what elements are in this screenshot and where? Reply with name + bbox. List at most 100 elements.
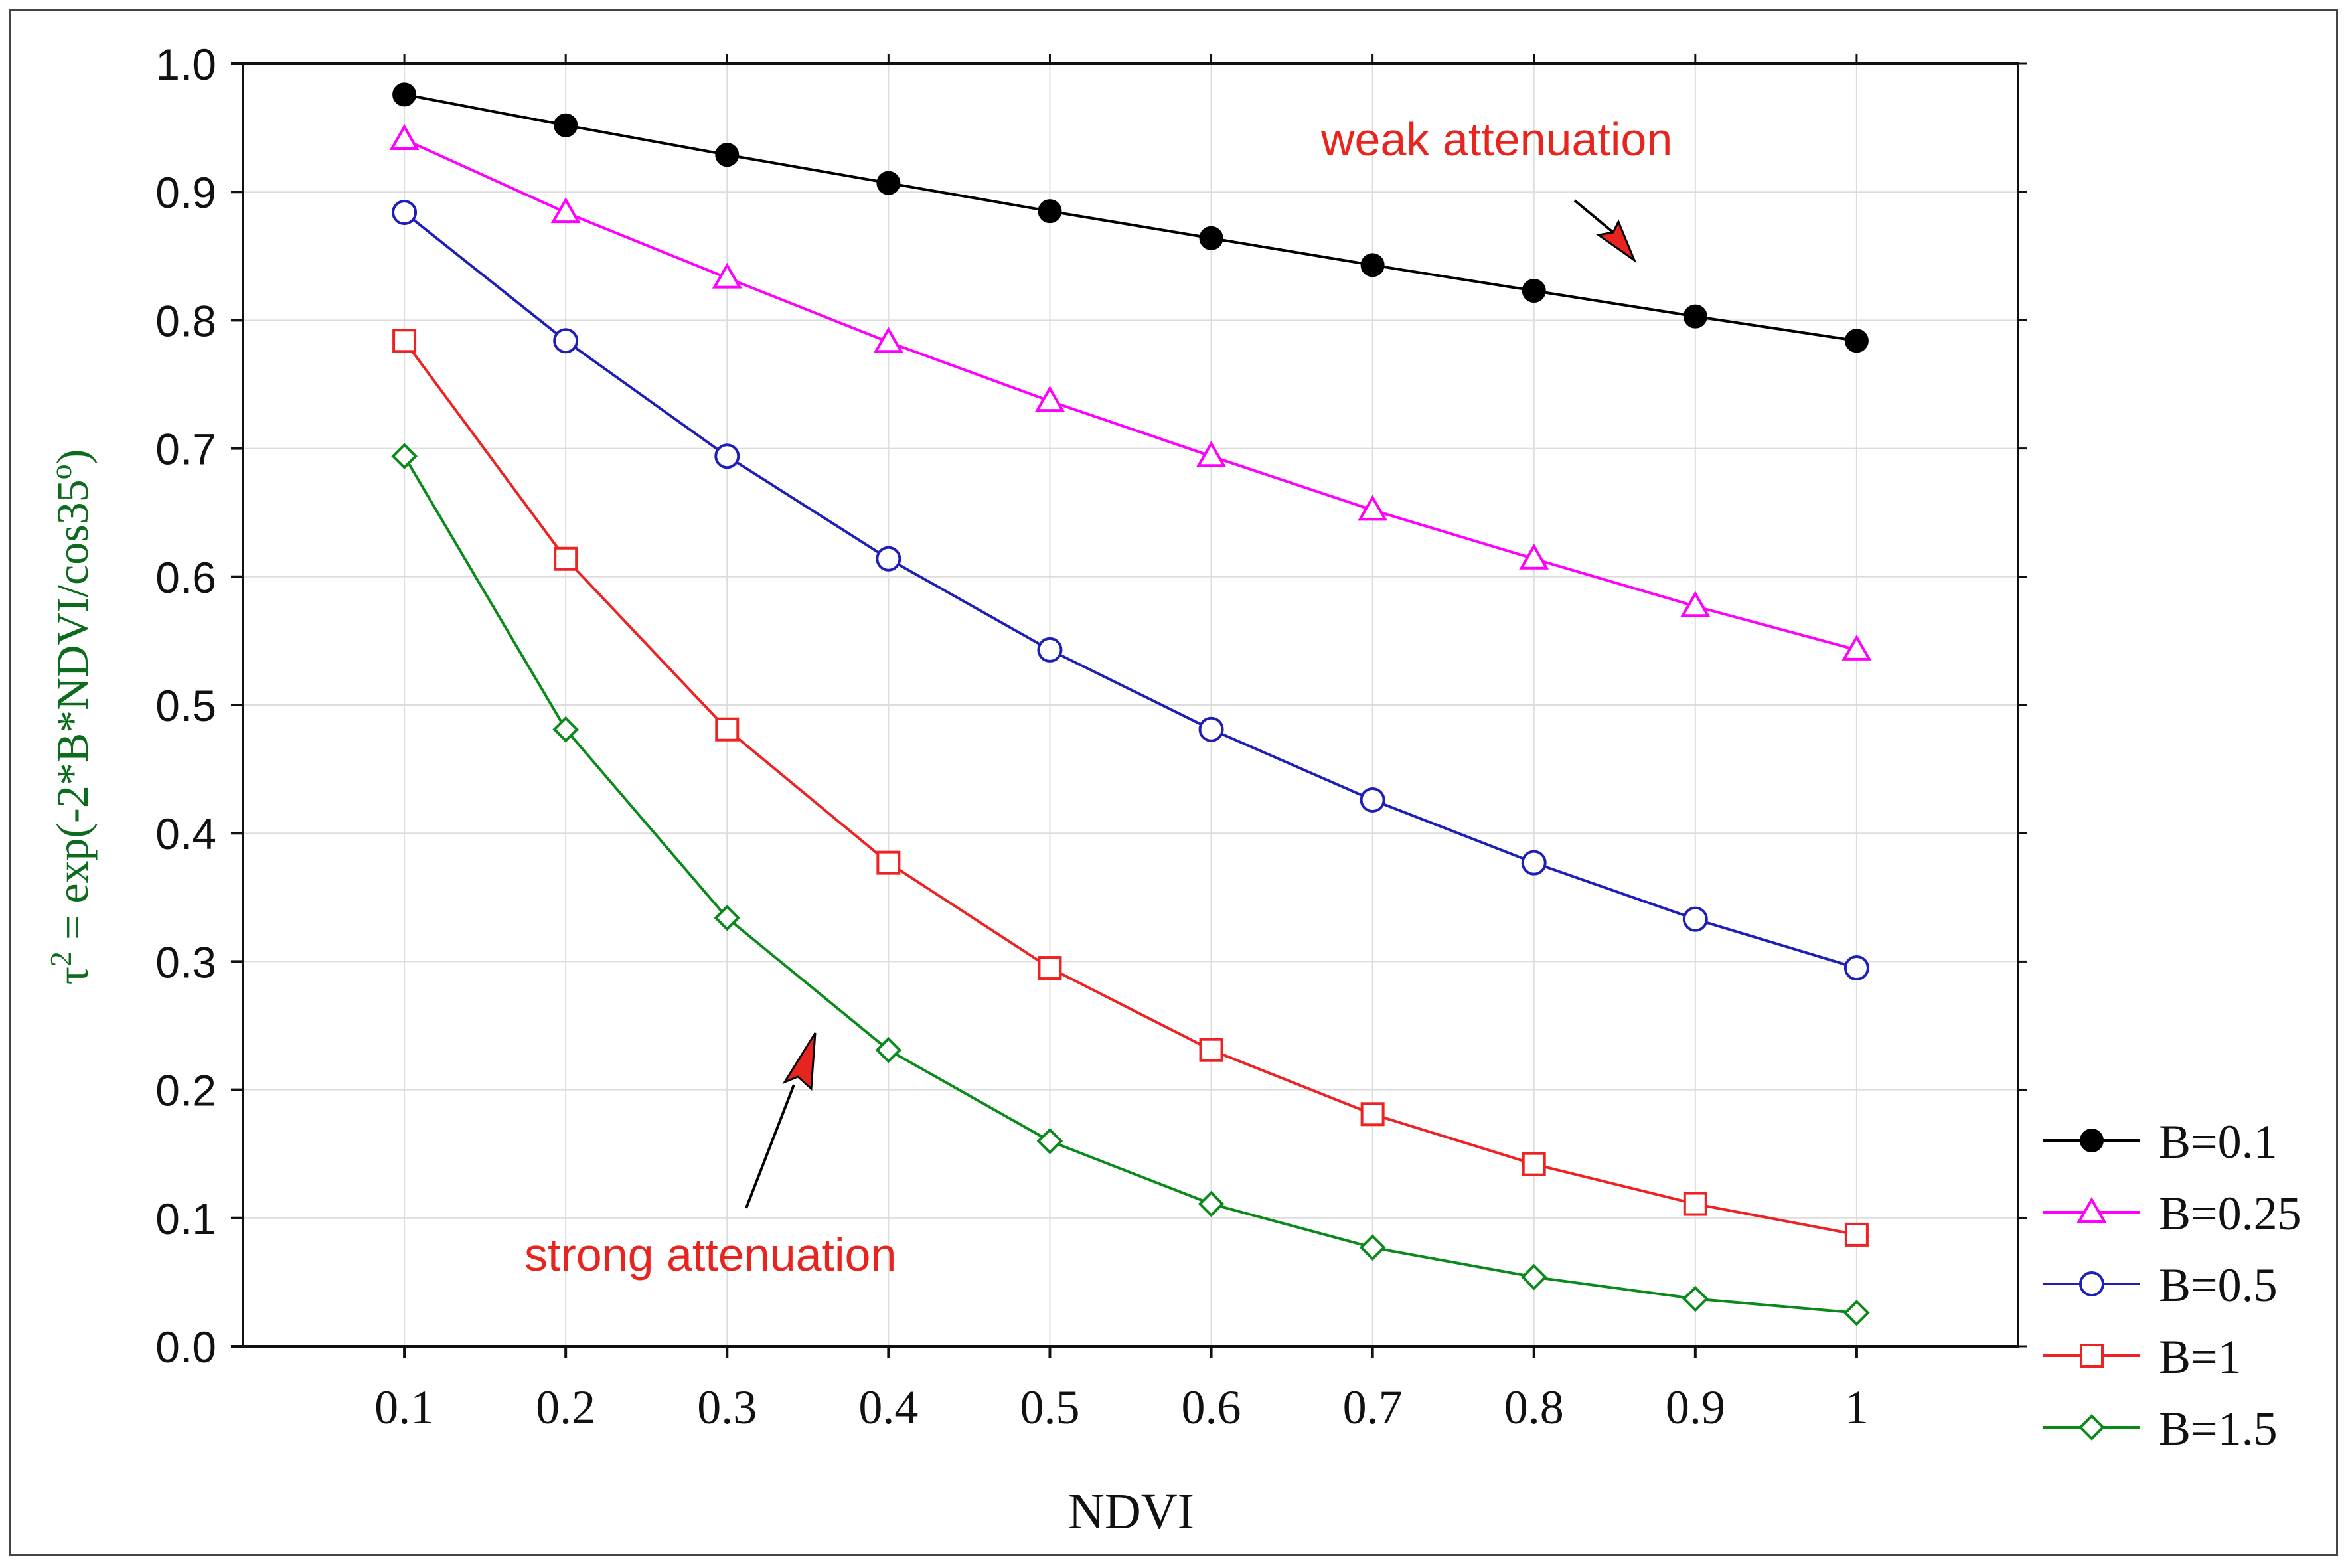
data-point — [1522, 278, 1546, 303]
data-point — [715, 143, 740, 167]
weak-attenuation-annotation: weak attenuation — [1320, 114, 1672, 264]
data-point — [1522, 1152, 1546, 1176]
data-point — [1841, 634, 1872, 661]
data-point — [554, 546, 578, 571]
y-tick-label: 0.1 — [155, 1194, 216, 1243]
data-point — [1038, 956, 1062, 980]
data-point — [1520, 1263, 1547, 1291]
y-tick-label: 0.8 — [155, 296, 216, 345]
y-tick-label: 0.0 — [155, 1322, 216, 1372]
legend: B=0.1 B=0.25 B=0.5 B=1 B=1.5 — [2043, 1115, 2302, 1455]
y-tick-label: 0.6 — [155, 553, 216, 602]
data-point — [714, 904, 741, 931]
data-point — [1521, 850, 1547, 876]
data-point — [1683, 304, 1707, 329]
legend-marker — [2080, 1344, 2104, 1368]
data-point — [392, 82, 417, 107]
data-point — [392, 200, 418, 226]
series-B=1 — [392, 329, 1869, 1247]
y-tick-label: 0.7 — [155, 425, 216, 474]
x-tick-label: 0.6 — [1182, 1381, 1241, 1434]
data-point — [1198, 1190, 1225, 1217]
strong-attenuation-annotation: strong attenuation — [524, 1032, 896, 1281]
data-point — [1198, 716, 1224, 742]
x-axis-ticks: 0.1 0.2 0.3 0.4 0.5 0.6 0.7 0.8 0.9 1 — [374, 54, 1869, 1434]
y-label-exponent: 2 — [44, 951, 78, 967]
legend-item: B=0.1 — [2043, 1115, 2278, 1168]
data-point — [1682, 906, 1708, 932]
strong-attenuation-label: strong attenuation — [524, 1229, 896, 1281]
data-point — [876, 546, 901, 572]
y-tick-label: 1.0 — [155, 40, 216, 89]
data-point — [554, 113, 578, 137]
legend-label: B=1.5 — [2159, 1402, 2278, 1455]
data-point — [1843, 1299, 1870, 1326]
data-point — [1680, 591, 1711, 617]
legend-marker — [2080, 1129, 2104, 1152]
data-point — [1844, 329, 1869, 353]
data-point — [1038, 199, 1062, 224]
data-point — [389, 123, 420, 150]
data-point — [715, 717, 740, 742]
strong-attenuation-arrow — [745, 1032, 817, 1209]
series-B=0.25 — [389, 123, 1872, 661]
data-point — [1199, 226, 1223, 250]
legend-marker — [2078, 1414, 2105, 1441]
legend-label: B=1 — [2159, 1330, 2242, 1383]
data-point — [1360, 253, 1385, 277]
legend-item: B=1.5 — [2043, 1402, 2278, 1455]
data-point — [1843, 955, 1869, 981]
series-line — [404, 138, 1857, 651]
legend-item: B=0.25 — [2043, 1187, 2302, 1240]
data-point — [1683, 1192, 1707, 1216]
x-tick-label: 0.4 — [858, 1381, 918, 1434]
data-point — [550, 197, 581, 224]
data-point — [552, 716, 580, 743]
grid-lines — [243, 63, 2018, 1347]
data-point — [873, 327, 903, 353]
x-tick-label: 0.8 — [1504, 1381, 1564, 1434]
data-point — [1199, 1038, 1223, 1062]
x-tick-label: 0.1 — [374, 1381, 434, 1434]
data-point — [876, 171, 901, 195]
legend-label: B=0.1 — [2159, 1115, 2278, 1168]
y-label-tau: τ — [47, 967, 98, 984]
series-line — [403, 340, 1857, 1236]
y-tick-label: 0.9 — [155, 168, 216, 217]
legend-marker — [2079, 1271, 2104, 1296]
series-B=1.5 — [391, 443, 1870, 1326]
data-point — [1034, 386, 1065, 412]
data-point — [391, 443, 418, 470]
data-point — [712, 262, 742, 289]
data-point — [876, 850, 901, 875]
data-point — [1196, 441, 1227, 467]
data-point — [1682, 1285, 1709, 1312]
x-tick-label: 0.9 — [1666, 1381, 1725, 1434]
x-tick-label: 0.5 — [1020, 1381, 1079, 1434]
x-tick-label: 1 — [1845, 1381, 1869, 1434]
y-label-formula: = exp(-2*B*NDVI/cos35 — [47, 479, 98, 951]
data-point — [1360, 787, 1385, 813]
legend-marker — [2076, 1196, 2107, 1223]
y-axis-ticks: 0.0 0.1 0.2 0.3 0.4 0.5 0.6 0.7 0.8 0.9 1.0 — [155, 40, 2027, 1372]
y-tick-label: 0.4 — [155, 809, 216, 858]
series-line — [403, 455, 1857, 1314]
data-point — [1036, 1128, 1063, 1154]
series-layer — [389, 82, 1872, 1326]
y-tick-label: 0.5 — [155, 681, 216, 730]
x-tick-label: 0.2 — [536, 1381, 595, 1434]
data-point — [875, 1036, 902, 1063]
x-axis-label: NDVI — [1068, 1484, 1194, 1539]
y-axis-label: τ2 = exp(-2*B*NDVI/cos35o) — [44, 449, 98, 985]
legend-label: B=0.25 — [2159, 1187, 2302, 1240]
series-line — [403, 211, 1857, 969]
data-point — [1360, 1102, 1385, 1127]
series-B=0.1 — [392, 82, 1869, 353]
y-label-degree: o — [44, 464, 78, 479]
data-point — [1519, 543, 1549, 570]
weak-attenuation-label: weak attenuation — [1320, 114, 1672, 165]
data-point — [1358, 495, 1388, 521]
series-line — [404, 93, 1857, 343]
y-tick-label: 0.2 — [155, 1066, 216, 1115]
